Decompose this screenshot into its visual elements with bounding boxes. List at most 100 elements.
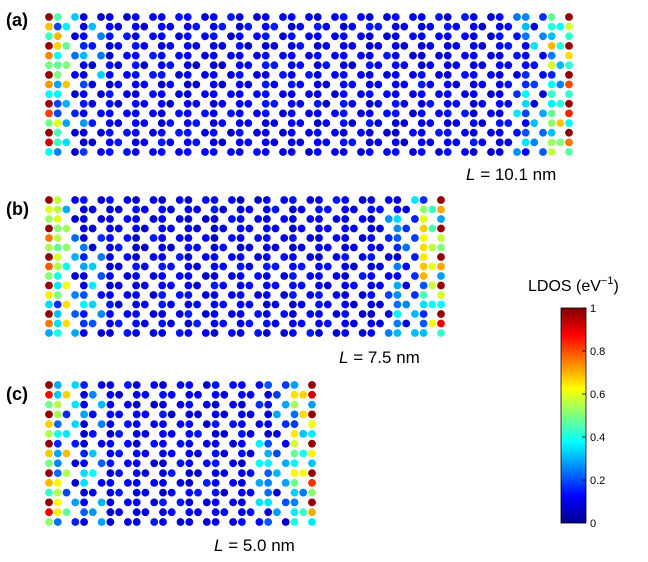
lattice-site xyxy=(365,61,374,70)
lattice-site xyxy=(105,61,114,70)
lattice-site xyxy=(504,22,513,31)
lattice-site xyxy=(365,138,374,147)
lattice-site xyxy=(185,508,194,517)
lattice-site xyxy=(53,205,62,214)
lattice-site xyxy=(132,253,141,261)
lattice-site xyxy=(348,80,357,89)
lattice-site xyxy=(315,300,323,309)
lattice-site xyxy=(131,32,140,41)
lattice-site xyxy=(140,42,149,50)
lattice-site xyxy=(124,498,132,507)
lattice-site xyxy=(209,32,218,41)
lattice-site xyxy=(88,119,97,127)
lattice-site xyxy=(97,51,105,60)
lattice-site xyxy=(131,138,140,147)
lattice-site xyxy=(289,300,297,309)
lattice-site xyxy=(185,400,194,409)
lattice-site xyxy=(218,42,227,50)
lattice-site xyxy=(201,109,209,118)
lattice-site xyxy=(391,61,400,70)
lattice-site xyxy=(220,410,229,419)
lattice-site xyxy=(71,498,80,507)
lattice-site xyxy=(487,71,495,79)
lattice-site xyxy=(287,90,296,98)
lattice-site xyxy=(299,410,308,419)
lattice-site xyxy=(315,281,323,290)
lattice-site xyxy=(374,61,383,70)
panel-c-lattice xyxy=(45,381,316,526)
lattice-site xyxy=(261,22,270,31)
lattice-site xyxy=(367,243,376,252)
lattice-site xyxy=(315,262,323,271)
lattice-site xyxy=(219,224,228,233)
lattice-site xyxy=(97,459,106,468)
lattice-site xyxy=(308,400,316,409)
lattice-site xyxy=(313,119,322,127)
lattice-site xyxy=(393,224,402,233)
lattice-site xyxy=(158,291,167,299)
lattice-site xyxy=(175,329,184,337)
lattice-site xyxy=(565,61,573,70)
lattice-site xyxy=(236,234,245,242)
lattice-site xyxy=(53,400,62,409)
lattice-site xyxy=(384,234,393,242)
lattice-site xyxy=(236,291,245,299)
lattice-site xyxy=(62,449,71,458)
lattice-site xyxy=(261,90,270,98)
lattice-site xyxy=(79,148,88,156)
lattice-site xyxy=(132,508,141,517)
lattice-site xyxy=(391,99,400,108)
lattice-site xyxy=(419,310,428,318)
lattice-site xyxy=(157,119,166,127)
colorbar-ticks: 0 0.2 0.4 0.6 0.8 1 xyxy=(582,303,605,530)
lattice-site xyxy=(419,234,428,242)
lattice-site xyxy=(53,498,62,507)
lattice-site xyxy=(183,13,192,21)
lattice-site xyxy=(308,410,316,419)
lattice-site xyxy=(45,224,53,233)
lattice-site xyxy=(62,300,71,309)
lattice-site xyxy=(219,300,228,309)
lattice-site xyxy=(358,329,367,337)
lattice-site xyxy=(79,253,88,261)
lattice-site xyxy=(393,310,402,318)
lattice-site xyxy=(417,32,426,41)
lattice-site xyxy=(211,498,220,507)
lattice-site xyxy=(45,329,53,337)
lattice-site xyxy=(409,90,417,98)
lattice-site xyxy=(132,430,141,438)
lattice-site xyxy=(97,71,105,79)
lattice-site xyxy=(504,80,513,89)
lattice-site xyxy=(246,390,255,399)
lattice-site xyxy=(209,51,218,60)
lattice-site xyxy=(350,319,358,328)
lattice-site xyxy=(244,80,253,89)
lattice-site xyxy=(521,148,530,156)
lattice-site xyxy=(400,61,409,70)
lattice-site xyxy=(290,459,299,468)
lattice-site xyxy=(254,272,262,280)
lattice-site xyxy=(132,410,141,419)
lattice-site xyxy=(202,479,211,487)
lattice-site xyxy=(365,32,374,41)
lattice-site xyxy=(184,291,193,299)
lattice-site xyxy=(565,13,573,21)
lattice-site xyxy=(565,138,573,147)
lattice-site xyxy=(210,281,219,290)
lattice-site xyxy=(131,71,140,79)
lattice-site xyxy=(331,13,339,21)
lattice-site xyxy=(157,138,166,147)
lattice-site xyxy=(419,243,428,252)
lattice-site xyxy=(176,518,185,526)
lattice-site xyxy=(367,253,376,261)
lattice-site xyxy=(62,42,71,50)
lattice-site xyxy=(71,13,79,21)
lattice-site xyxy=(97,272,106,280)
lattice-site xyxy=(261,119,270,127)
lattice-site xyxy=(149,215,158,223)
lattice-site xyxy=(183,128,192,137)
lattice-site xyxy=(106,498,115,507)
lattice-site xyxy=(88,262,97,271)
lattice-site xyxy=(521,71,530,79)
lattice-site xyxy=(487,51,495,60)
